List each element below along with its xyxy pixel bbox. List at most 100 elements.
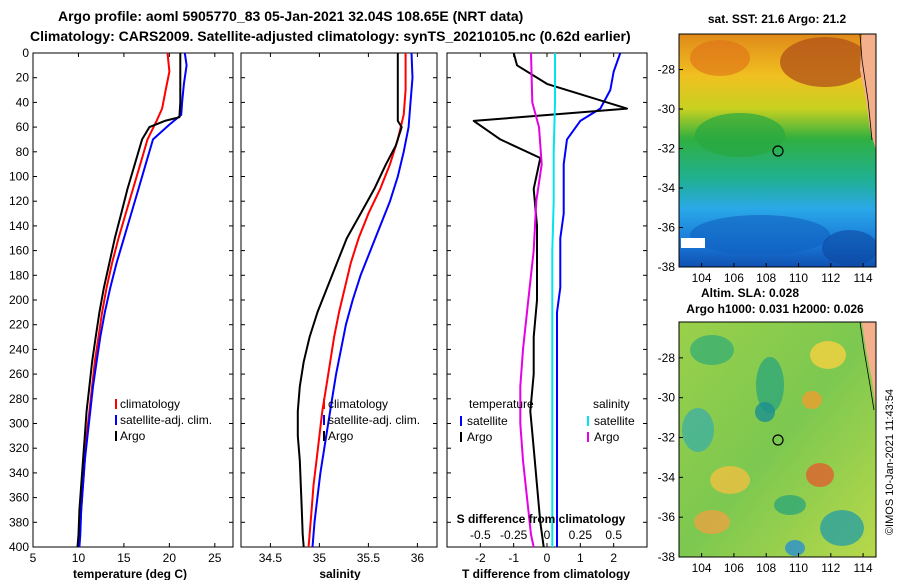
x-tick-label: -1 [508, 551, 519, 565]
sla-blob [802, 391, 822, 409]
salinity-panel: 34.5 35 35.5 36 salinity climatology satellite… [240, 52, 438, 580]
x-axis-label: temperature (deg C) [73, 567, 187, 580]
sla-map-panel: Altim. SLA: 0.028 Argo h1000: 0.031 h200… [658, 286, 877, 575]
map-y-tick-label: -32 [658, 142, 676, 156]
sst-argo-marker [772, 145, 784, 157]
y-tick-label: 360 [9, 491, 29, 505]
y-tick-label: 60 [16, 120, 30, 134]
map-y-tick-label: -28 [658, 351, 676, 365]
sla-blob [810, 341, 846, 369]
legend-label: climatology [328, 397, 388, 411]
legend-label: satellite-adj. clim. [328, 413, 420, 427]
map-y-tick-label: -38 [658, 260, 676, 274]
legend-label: climatology [120, 397, 180, 411]
map-x-tick-label: 104 [692, 561, 712, 575]
y-tick-label: 300 [9, 417, 29, 431]
y-tick-label: 40 [16, 95, 30, 109]
y-tick-label: 340 [9, 466, 29, 480]
y-tick-label: 240 [9, 342, 29, 356]
x2-tick-label: 0 [544, 528, 551, 542]
sla-blob [682, 408, 714, 452]
legend-label: Argo [328, 429, 354, 443]
map-x-tick-label: 108 [756, 561, 776, 575]
x-tick-label: 2 [610, 551, 617, 565]
map-x-tick-label: 112 [821, 561, 840, 575]
x-tick-label: 1 [577, 551, 584, 565]
x-tick-label: 15 [117, 551, 131, 565]
series-line-argo [296, 53, 403, 548]
map-x-tick-label: 106 [724, 271, 744, 285]
y-tick-label: 20 [16, 71, 30, 85]
y-tick-label: 320 [9, 441, 29, 455]
series-line-satellite-adj-clim- [78, 52, 188, 548]
sst-coastline [859, 34, 873, 141]
map-y-tick-label: -28 [658, 63, 676, 77]
sst-land [860, 34, 876, 150]
x2-tick-label: 0.5 [605, 528, 622, 542]
map-y-tick-label: -30 [658, 391, 676, 405]
legend-label: satellite [594, 414, 635, 428]
map-x-tick-label: 110 [789, 271, 808, 285]
legend-label: Argo [594, 430, 620, 444]
temperature-panel: 0 20 40 60 80 100 120 140 160 180 200 220 240 260 280 3… [9, 46, 234, 580]
x-tick-label: 25 [208, 551, 222, 565]
map-y-tick-label: -36 [658, 221, 676, 235]
series-line-salinity-argo [519, 52, 543, 548]
y-tick-label: 80 [16, 145, 30, 159]
map-y-tick-label: -32 [658, 431, 676, 445]
sst-cool-patch [690, 215, 830, 255]
sst-green-patch [695, 113, 785, 157]
x-tick-label: 34.5 [259, 551, 283, 565]
legend-label: satellite [467, 414, 508, 428]
map-x-tick-label: 106 [724, 561, 744, 575]
y-tick-label: 400 [9, 540, 29, 554]
difference-panel: -2 -1 0 1 2 T difference from climatology temp… [446, 52, 648, 580]
y-tick-label: 0 [22, 46, 29, 60]
y-tick-label: 140 [9, 219, 29, 233]
x-tick-label: 0 [544, 551, 551, 565]
y-tick-label: 180 [9, 268, 29, 282]
sla-coastline [859, 322, 875, 411]
sla-blob [694, 510, 730, 534]
x-tick-label: -2 [475, 551, 486, 565]
series-line-temperature-argo [472, 52, 628, 548]
map-x-tick-label: 112 [821, 271, 840, 285]
x2-axis-label: S difference from climatology [457, 512, 626, 526]
sla-blob [755, 402, 775, 422]
sst-warm-patch [690, 40, 750, 76]
y-tick-label: 220 [9, 318, 29, 332]
legend-label: Argo [467, 430, 493, 444]
y-tick-label: 380 [9, 515, 29, 529]
legend-title-temperature: temperature [469, 397, 534, 411]
x-tick-label: 36 [411, 551, 425, 565]
sst-map-frame [678, 33, 877, 268]
sla-title-line-1: Altim. SLA: 0.028 [701, 286, 799, 300]
sla-blob [690, 335, 734, 365]
map-y-tick-label: -30 [658, 102, 676, 116]
sla-title-line-2: Argo h1000: 0.031 h2000: 0.026 [686, 302, 864, 316]
map-x-tick-label: 114 [854, 561, 873, 575]
series-line-climatology [77, 52, 171, 548]
map-y-tick-label: -34 [658, 470, 676, 484]
map-y-tick-label: -34 [658, 181, 676, 195]
y-tick-label: 120 [9, 194, 29, 208]
x-tick-label: 35 [313, 551, 327, 565]
title-line-1: Argo profile: aoml 5905770_83 05-Jan-202… [58, 8, 523, 24]
y-tick-label: 160 [9, 244, 29, 258]
sla-blob [710, 466, 750, 494]
map-x-tick-label: 108 [756, 271, 776, 285]
y-tick-label: 200 [9, 293, 29, 307]
plot-frame [446, 52, 648, 548]
sla-blob [820, 510, 864, 546]
map-y-tick-label: -38 [658, 550, 676, 564]
y-tick-label: 260 [9, 367, 29, 381]
map-x-tick-label: 104 [692, 271, 712, 285]
map-y-tick-label: -36 [658, 510, 676, 524]
plot-frame [32, 52, 234, 548]
imos-credit: ©IMOS 10-Jan-2021 11:43:54 [884, 389, 896, 535]
series-line-salinity-satellite [551, 53, 556, 547]
map-x-tick-label: 110 [789, 561, 808, 575]
y-tick-label: 100 [9, 170, 29, 184]
legend-title-salinity: salinity [593, 397, 630, 411]
